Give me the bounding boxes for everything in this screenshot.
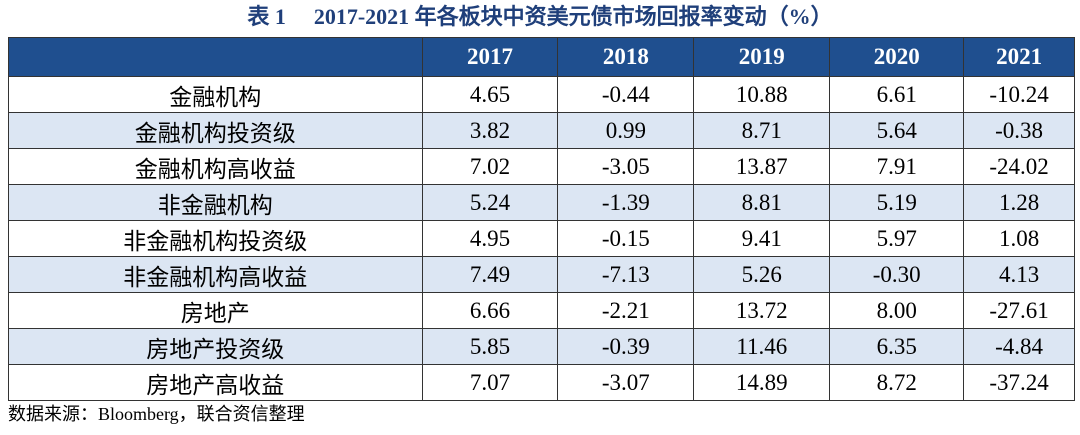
value-cell: 3.82 (421, 112, 559, 149)
value-cell: 8.72 (829, 364, 965, 401)
value-cell: -10.24 (963, 76, 1075, 113)
table-row: 非金融机构高收益 7.49 -7.13 5.26 -0.30 4.13 (8, 256, 1075, 293)
value-cell: 1.28 (963, 184, 1075, 221)
row-label: 非金融机构高收益 (8, 256, 423, 293)
value-cell: 11.46 (693, 328, 831, 365)
table-row: 金融机构投资级 3.82 0.99 8.71 5.64 -0.38 (8, 112, 1075, 149)
value-cell: -27.61 (963, 292, 1075, 329)
value-cell: 9.41 (693, 220, 831, 257)
title-text: 2017-2021 年各板块中资美元债市场回报率变动（%） (313, 4, 833, 29)
column-header (8, 37, 423, 77)
value-cell: 4.95 (421, 220, 559, 257)
value-cell: 7.91 (829, 148, 965, 185)
value-cell: 4.13 (963, 256, 1075, 293)
row-label: 非金融机构投资级 (8, 220, 423, 257)
table-row: 房地产投资级 5.85 -0.39 11.46 6.35 -4.84 (8, 328, 1075, 365)
value-cell: 6.66 (421, 292, 559, 329)
value-cell: -3.05 (557, 148, 695, 185)
value-cell: 5.85 (421, 328, 559, 365)
value-cell: 13.72 (693, 292, 831, 329)
value-cell: 7.49 (421, 256, 559, 293)
column-header: 2021 (963, 37, 1075, 77)
value-cell: 5.97 (829, 220, 965, 257)
value-cell: -24.02 (963, 148, 1075, 185)
value-cell: -1.39 (557, 184, 695, 221)
value-cell: -4.84 (963, 328, 1075, 365)
value-cell: 6.61 (829, 76, 965, 113)
source-note: 数据来源：Bloomberg，联合资信整理 (8, 404, 305, 424)
value-cell: -0.15 (557, 220, 695, 257)
value-cell: -7.13 (557, 256, 695, 293)
column-header: 2020 (829, 37, 965, 77)
table-row: 房地产高收益 7.07 -3.07 14.89 8.72 -37.24 (8, 364, 1075, 401)
table-row: 非金融机构投资级 4.95 -0.15 9.41 5.97 1.08 (8, 220, 1075, 257)
value-cell: 5.24 (421, 184, 559, 221)
value-cell: 8.71 (693, 112, 831, 149)
table-row: 非金融机构 5.24 -1.39 8.81 5.19 1.28 (8, 184, 1075, 221)
header-row: 2017 2018 2019 2020 2021 (8, 37, 1075, 77)
table-label: 表 1 (247, 4, 286, 29)
value-cell: 7.07 (421, 364, 559, 401)
value-cell: 4.65 (421, 76, 559, 113)
value-cell: -2.21 (557, 292, 695, 329)
value-cell: 6.35 (829, 328, 965, 365)
value-cell: -0.44 (557, 76, 695, 113)
value-cell: 0.99 (557, 112, 695, 149)
row-label: 非金融机构 (8, 184, 423, 221)
value-cell: 5.19 (829, 184, 965, 221)
column-header: 2017 (421, 37, 559, 77)
row-label: 金融机构投资级 (8, 112, 423, 149)
table-title: 表 1 2017-2021 年各板块中资美元债市场回报率变动（%） (0, 2, 1080, 32)
table-row: 房地产 6.66 -2.21 13.72 8.00 -27.61 (8, 292, 1075, 329)
row-label: 金融机构高收益 (8, 148, 423, 185)
row-label: 金融机构 (8, 76, 423, 113)
value-cell: -0.30 (829, 256, 965, 293)
row-label: 房地产投资级 (8, 328, 423, 365)
value-cell: 7.02 (421, 148, 559, 185)
value-cell: 5.64 (829, 112, 965, 149)
value-cell: 8.00 (829, 292, 965, 329)
value-cell: 14.89 (693, 364, 831, 401)
table-row: 金融机构 4.65 -0.44 10.88 6.61 -10.24 (8, 76, 1075, 113)
value-cell: 13.87 (693, 148, 831, 185)
table-row: 金融机构高收益 7.02 -3.05 13.87 7.91 -24.02 (8, 148, 1075, 185)
value-cell: 5.26 (693, 256, 831, 293)
value-cell: -0.38 (963, 112, 1075, 149)
value-cell: 8.81 (693, 184, 831, 221)
returns-table: 2017 2018 2019 2020 2021 金融机构 4.65 -0.44 10.88 6.… (8, 37, 1075, 401)
value-cell: -0.39 (557, 328, 695, 365)
value-cell: -37.24 (963, 364, 1075, 401)
value-cell: 10.88 (693, 76, 831, 113)
row-label: 房地产 (8, 292, 423, 329)
column-header: 2019 (693, 37, 831, 77)
column-header: 2018 (557, 37, 695, 77)
row-label: 房地产高收益 (8, 364, 423, 401)
value-cell: 1.08 (963, 220, 1075, 257)
value-cell: -3.07 (557, 364, 695, 401)
